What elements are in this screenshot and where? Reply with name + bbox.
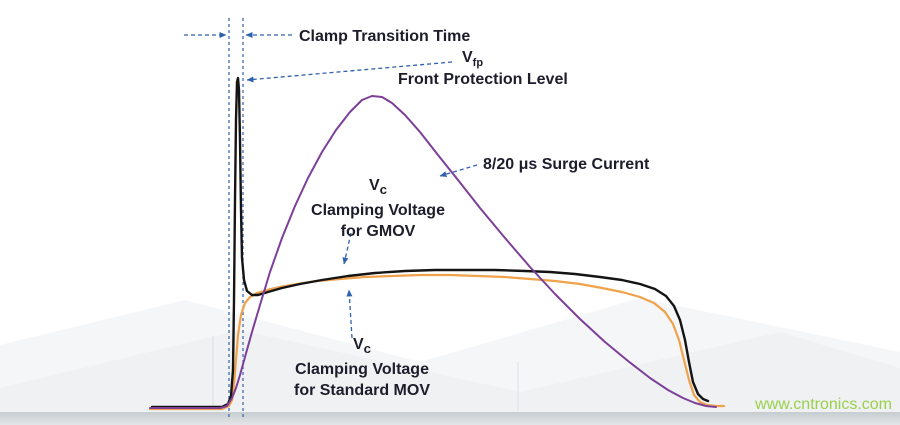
clamp-transition-time-label: Clamp Transition Time [299, 28, 471, 45]
mov-for-text: for Standard MOV [293, 382, 430, 400]
curve-gmov-clamping-voltage [150, 76, 710, 409]
surge-current-label: 8/20 μs Surge Current [483, 156, 650, 173]
annotation-arrow-gmov [342, 232, 352, 265]
vfp-symbol-label: Vfp [462, 48, 483, 73]
annotation-arrow-vfp [246, 61, 453, 83]
mov-vc-symbol: Vc [352, 336, 372, 357]
curve-surge-current-8-20us [149, 95, 717, 409]
annotation-arrow-mov [346, 289, 353, 339]
gmov-clamping-voltage-text: Clamping Voltage [311, 202, 445, 220]
mov-clamping-voltage-text: Clamping Voltage [295, 361, 429, 379]
gmov-for-text: for GMOV [340, 223, 416, 241]
curve-standard-mov-clamping-voltage [148, 273, 726, 411]
watermark: www.cntronics.com [755, 396, 892, 413]
gmov-clamping-label: Vc Clamping Voltage for GMOV [302, 175, 454, 242]
vfp-v: V [462, 49, 473, 66]
mov-clamping-label: Vc Clamping Voltage for Standard MOV [283, 334, 441, 401]
gmov-vc-symbol: Vc [368, 177, 388, 198]
vfp-subscript: fp [472, 57, 484, 70]
front-protection-level-label: Front Protection Level [398, 71, 568, 88]
